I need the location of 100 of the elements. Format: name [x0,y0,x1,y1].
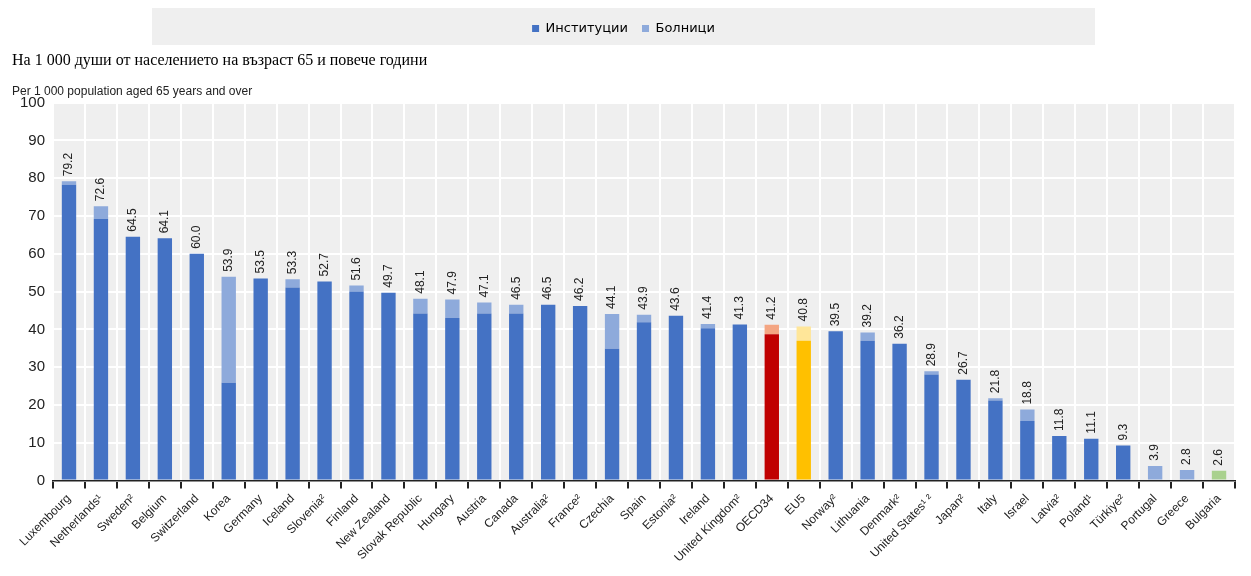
bar [572,305,588,480]
total-label: 3.9 [1147,443,1162,461]
total-label: 26.7 [955,351,970,375]
bar [892,343,907,480]
total-label: 2.8 [1179,448,1194,466]
bar [828,331,843,480]
total-label: 28.9 [923,342,938,367]
bar [349,285,364,292]
total-label: 79.2 [61,152,76,177]
y-tick-label: 90 [28,130,46,148]
total-label: 41.4 [700,295,715,320]
legend-label: Институции [545,19,628,35]
bar [924,374,939,480]
bar [764,334,779,480]
total-label: 44.1 [604,285,619,309]
total-label: 40.8 [796,297,811,322]
total-label: 18.8 [1019,380,1034,405]
bar [477,313,492,480]
bar [93,219,109,480]
bar [956,379,971,480]
total-label: 47.1 [476,273,491,298]
bar [668,315,684,480]
bar [1020,409,1035,421]
bar [477,302,492,314]
total-label: 11.1 [1083,410,1098,434]
bar [285,279,300,288]
bar [509,304,524,314]
bar [221,276,236,383]
bar [604,313,620,349]
total-label: 47.9 [444,270,459,295]
bar [1211,470,1227,480]
bar [636,314,652,323]
total-label: 11.8 [1051,408,1066,432]
bar [381,292,396,480]
y-tick-label: 40 [28,319,46,337]
total-label: 48.1 [412,270,427,294]
total-label: 53.5 [252,249,267,274]
bar [285,287,300,480]
bar [988,398,1003,401]
bar [93,206,109,220]
total-label: 41.2 [764,296,779,320]
total-label: 53.3 [284,250,299,275]
y-tick-label: 70 [28,206,46,224]
total-label: 21.8 [987,369,1002,394]
bar [61,184,77,480]
bar [349,291,364,480]
bar [1020,420,1035,480]
y-tick-label: 60 [28,243,46,261]
bar [540,304,556,480]
bar [445,318,460,480]
bar [860,332,875,341]
bar [700,328,716,480]
chart-title: На 1 000 души от населението на възраст 65 и повече години [12,50,428,69]
bar [636,322,652,480]
bar [1147,465,1163,480]
total-label: 51.6 [348,256,363,281]
y-tick-label: 80 [28,168,46,186]
total-label: 60.0 [189,225,204,249]
bar [732,324,748,480]
bar [604,348,620,480]
total-label: 9.3 [1115,423,1130,441]
bar [157,238,173,480]
bar [61,181,77,185]
y-tick-label: 0 [36,470,46,488]
total-label: 49.7 [380,264,395,288]
total-label: 36.2 [891,315,906,339]
bar [413,313,428,480]
bar [924,371,939,375]
bar [221,382,236,480]
bar [509,313,524,480]
total-label: 52.7 [316,252,331,277]
total-label: 43.6 [668,287,683,311]
x-tick-label: Italy [974,491,1000,517]
y-tick-label: 20 [28,395,46,413]
bar [988,400,1003,480]
bar [253,278,268,480]
bar [413,298,428,314]
total-label: 53.9 [221,248,236,272]
bar [1179,470,1195,480]
bar [764,324,779,335]
bar [189,253,204,480]
y-tick-label: 30 [28,357,46,375]
total-label: 64.5 [125,208,140,232]
bar [860,340,875,480]
total-label: 43.9 [636,285,651,310]
total-label: 41.3 [732,295,747,320]
total-label: 72.6 [93,177,108,202]
bar [796,326,811,341]
bar [700,324,716,329]
total-label: 46.5 [508,276,523,300]
bar [1084,438,1099,480]
bar [1116,445,1131,480]
total-label: 46.5 [540,276,555,300]
bar [445,299,460,319]
total-label: 39.5 [828,302,842,327]
bar [796,340,811,480]
y-tick-label: 10 [28,432,46,450]
bar [1052,436,1067,480]
y-tick-label: 50 [28,281,46,299]
legend-label: Болници [655,19,715,35]
